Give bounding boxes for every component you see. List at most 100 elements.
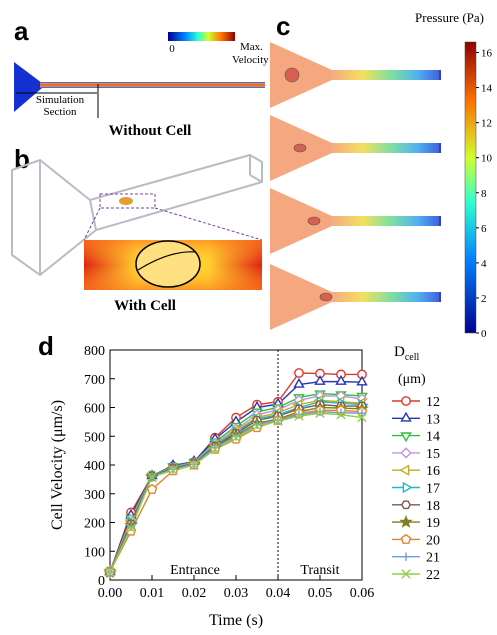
cell (293, 143, 307, 153)
legend-label: 13 (426, 412, 440, 427)
zoom-box (99, 193, 156, 209)
marker (273, 416, 283, 426)
pressure-colorbar (464, 41, 477, 334)
x-tick-label: 0.03 (224, 586, 249, 601)
marker (314, 374, 326, 385)
marker (189, 460, 199, 470)
legend-title: D (394, 344, 405, 360)
colorbar-tick-label: 10 (481, 153, 493, 165)
y-tick-label: 200 (84, 517, 105, 532)
x-tick-label: 0.04 (266, 586, 291, 601)
marker (400, 411, 412, 422)
marker (356, 375, 368, 386)
marker (147, 472, 157, 482)
marker (294, 411, 304, 421)
x-tick-label: 0.02 (182, 586, 207, 601)
inlet (270, 42, 332, 108)
legend-label: 19 (426, 516, 440, 531)
y-tick-label: 0 (98, 574, 105, 589)
caption: Without Cell (109, 123, 192, 139)
marker (231, 432, 241, 443)
marker (401, 552, 411, 561)
channel (330, 292, 440, 302)
cell (284, 67, 300, 83)
marker (105, 567, 115, 577)
colorbar-tick-label: 2 (481, 293, 487, 305)
legend-label: 22 (426, 568, 440, 583)
colorbar-label: Pressure (Pa) (415, 10, 484, 25)
legend-title: Dcell (394, 344, 419, 363)
marker (400, 447, 412, 459)
x-tick-label: 0.06 (350, 586, 375, 601)
marker (210, 444, 220, 454)
y-tick-label: 700 (84, 373, 105, 388)
panel-label: a (14, 16, 29, 46)
cell (307, 216, 321, 226)
marker (401, 569, 411, 579)
marker (252, 420, 262, 429)
channel (40, 82, 265, 88)
legend-label: 18 (426, 499, 440, 514)
channel (330, 216, 440, 226)
colorbar-tick-label: 12 (481, 118, 492, 130)
zoom-line (83, 207, 101, 241)
legend-title: (μm) (398, 372, 426, 387)
y-tick-label: 800 (84, 344, 105, 359)
colorbar-tick-label: 6 (481, 223, 487, 235)
cell-fold (137, 251, 197, 271)
colorbar-min: 0 (169, 43, 175, 55)
channel (330, 143, 440, 153)
marker (252, 421, 262, 431)
y-tick-label: 400 (84, 459, 105, 474)
legend-title: cell (405, 352, 420, 363)
marker (400, 432, 412, 443)
marker (315, 408, 325, 418)
inlet (270, 264, 332, 330)
marker (294, 368, 304, 378)
panel-label: d (38, 331, 54, 361)
inlet (270, 188, 332, 254)
colorbar-max: Max. (240, 41, 263, 53)
inlet (14, 62, 42, 112)
marker (146, 483, 158, 494)
annotation: Entrance (170, 563, 220, 578)
legend-label: 16 (426, 464, 440, 479)
x-tick-label: 0.00 (98, 586, 123, 601)
marker (399, 514, 413, 528)
marker (400, 533, 412, 544)
marker (315, 407, 325, 417)
y-tick-label: 100 (84, 545, 105, 560)
y-tick-label: 600 (84, 402, 105, 417)
marker (400, 500, 412, 510)
marker (402, 481, 413, 494)
pressure-rows (270, 42, 441, 330)
annotation: Transit (300, 563, 339, 578)
cell (119, 197, 133, 205)
marker (335, 374, 347, 385)
colorbar-tick-label: 14 (481, 83, 493, 95)
legend-label: 20 (426, 533, 440, 548)
y-tick-label: 300 (84, 488, 105, 503)
x-tick-label: 0.05 (308, 586, 333, 601)
marker (293, 377, 305, 388)
marker (126, 523, 136, 533)
legend-label: 17 (426, 482, 440, 497)
channel (330, 70, 440, 80)
panel-label: c (276, 11, 290, 41)
zoom-line (154, 207, 263, 241)
marker (399, 464, 410, 476)
velocity-colorbar (168, 32, 235, 41)
colorbar-max: Velocity (232, 54, 269, 66)
colorbar-tick-label: 8 (481, 188, 487, 200)
x-tick-label: 0.01 (140, 586, 165, 601)
marker (401, 396, 411, 406)
cell (319, 292, 333, 302)
channel-3d (11, 153, 263, 277)
cell-outline (135, 240, 201, 288)
marker (336, 409, 346, 420)
legend-label: 21 (426, 551, 440, 566)
x-axis-label: Time (s) (209, 612, 263, 629)
legend-label: 14 (426, 430, 440, 445)
marker (168, 465, 178, 475)
